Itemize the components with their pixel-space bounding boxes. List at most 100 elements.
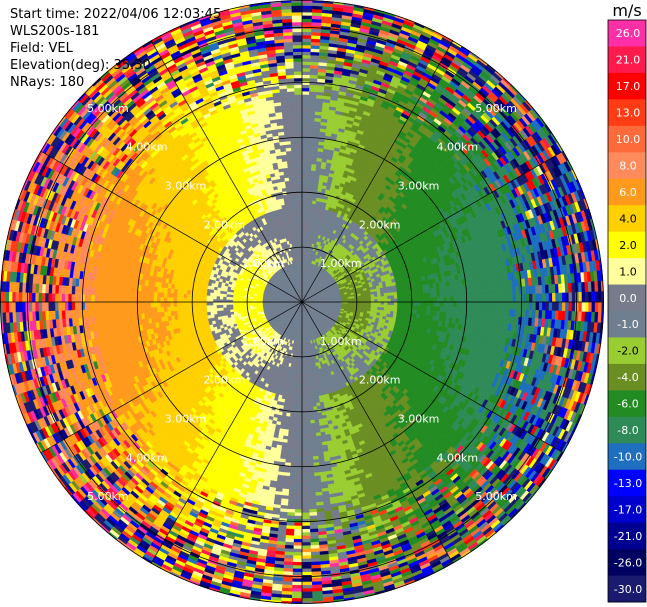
- velocity-gate: [219, 293, 224, 297]
- velocity-gate: [390, 307, 395, 312]
- velocity-gate: [301, 384, 306, 388]
- velocity-gate: [303, 357, 307, 362]
- velocity-gate: [212, 304, 217, 309]
- velocity-gate: [249, 303, 253, 306]
- velocity-gate: [303, 364, 307, 369]
- velocity-gate: [387, 298, 392, 303]
- velocity-gate: [307, 380, 311, 385]
- velocity-gate: [386, 307, 391, 312]
- velocity-gate: [209, 301, 214, 306]
- velocity-gate: [295, 390, 300, 395]
- velocity-gate: [301, 387, 306, 392]
- velocity-gate: [299, 367, 303, 372]
- velocity-gate: [370, 299, 375, 303]
- velocity-gate: [229, 301, 234, 305]
- velocity-gate: [298, 249, 301, 253]
- velocity-gate: [295, 216, 300, 221]
- velocity-gate: [364, 297, 369, 301]
- velocity-gate: [222, 304, 227, 308]
- velocity-gate: [298, 387, 303, 392]
- velocity-gate: [301, 225, 305, 230]
- velocity-gate: [229, 299, 234, 303]
- velocity-gate: [232, 301, 237, 305]
- velocity-gate: [390, 298, 395, 303]
- velocity-gate: [374, 304, 378, 308]
- velocity-gate: [298, 212, 303, 217]
- velocity-gate: [373, 293, 378, 298]
- velocity-gate: [219, 310, 224, 314]
- velocity-gate: [377, 304, 382, 308]
- velocity-gate: [380, 304, 385, 308]
- velocity-gate: [225, 301, 230, 305]
- velocity-gate: [307, 219, 311, 224]
- velocity-gate: [296, 367, 300, 372]
- velocity-gate: [386, 292, 391, 297]
- velocity-gate: [384, 301, 388, 306]
- velocity-gate: [304, 380, 308, 385]
- velocity-gate: [298, 377, 303, 382]
- velocity-gate: [370, 301, 375, 305]
- velocity-gate: [299, 225, 303, 230]
- velocity-gate: [296, 377, 300, 382]
- velocity-gate: [390, 292, 395, 297]
- velocity-gate: [367, 294, 372, 298]
- velocity-gate: [212, 301, 217, 306]
- velocity-gate: [377, 296, 382, 300]
- velocity-gate: [299, 374, 303, 379]
- velocity-gate: [304, 383, 309, 388]
- velocity-gate: [292, 390, 297, 395]
- velocity-gate: [306, 367, 310, 372]
- velocity-gate: [236, 306, 240, 310]
- velocity-gate: [303, 360, 307, 365]
- velocity-gate: [292, 216, 297, 221]
- velocity-gate: [304, 390, 309, 395]
- velocity-gate: [292, 386, 297, 391]
- velocity-gate: [298, 384, 303, 388]
- velocity-gate: [226, 306, 231, 311]
- velocity-gate: [307, 383, 312, 388]
- velocity-gate: [209, 307, 214, 312]
- velocity-gate: [216, 307, 221, 312]
- velocity-gate: [380, 298, 385, 303]
- velocity-gate: [295, 387, 300, 392]
- velocity-gate: [301, 377, 306, 382]
- velocity-gate: [367, 304, 372, 308]
- velocity-gate: [301, 212, 306, 217]
- velocity-gate: [219, 296, 224, 300]
- velocity-gate: [301, 390, 306, 395]
- velocity-gate: [209, 298, 214, 303]
- velocity-gate: [301, 370, 305, 375]
- velocity-gate: [219, 298, 224, 303]
- velocity-gate: [304, 370, 308, 375]
- velocity-gate: [209, 292, 214, 297]
- velocity-gate: [360, 297, 365, 301]
- velocity-gate: [297, 235, 301, 240]
- velocity-gate: [298, 390, 303, 395]
- velocity-gate: [386, 289, 391, 294]
- velocity-gate: [306, 373, 311, 378]
- velocity-gate: [390, 301, 395, 306]
- velocity-gate: [290, 219, 294, 224]
- velocity-gate: [377, 301, 382, 306]
- velocity-gate: [301, 380, 306, 385]
- velocity-gate: [242, 303, 247, 307]
- velocity-gate: [301, 222, 306, 227]
- velocity-gate: [304, 232, 308, 237]
- velocity-gate: [390, 304, 395, 309]
- velocity-gate: [380, 293, 385, 297]
- velocity-gate: [304, 212, 309, 217]
- velocity-gate: [289, 213, 294, 218]
- velocity-gate: [219, 304, 224, 308]
- velocity-gate: [351, 298, 355, 301]
- velocity-gate: [299, 370, 303, 375]
- velocity-gate: [232, 306, 237, 310]
- velocity-gate: [367, 299, 372, 303]
- velocity-gate: [219, 301, 224, 306]
- velocity-gate: [213, 292, 218, 297]
- velocity-gate: [213, 310, 218, 315]
- velocity-gate: [296, 219, 300, 224]
- velocity-gate: [377, 293, 382, 297]
- velocity-gate: [384, 298, 388, 303]
- velocity-gate: [380, 307, 385, 311]
- velocity-gate: [364, 294, 368, 298]
